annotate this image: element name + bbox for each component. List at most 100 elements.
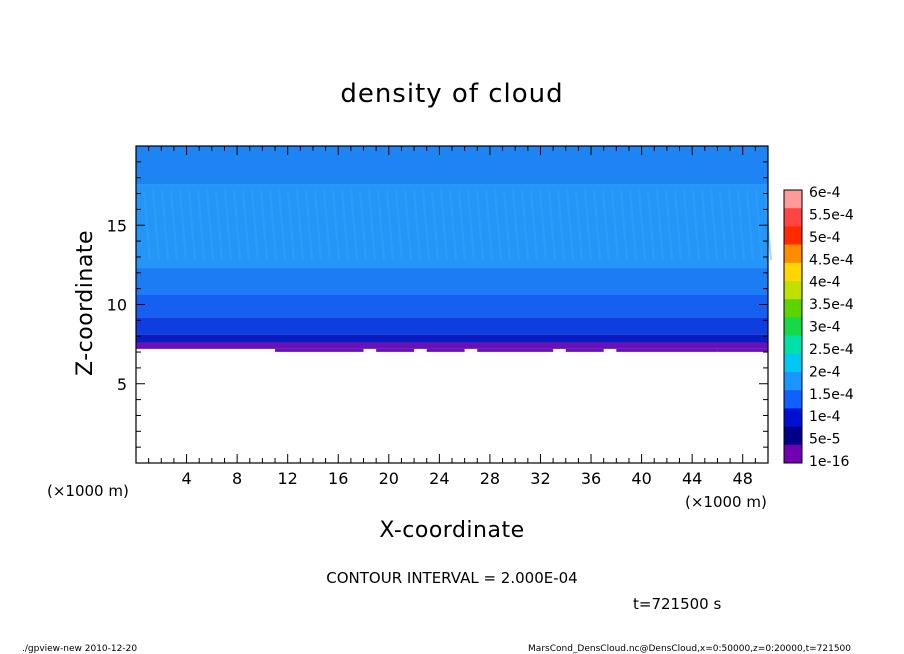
x-tick-label: 16 (328, 469, 348, 488)
colorbar-label: 3e-4 (809, 320, 841, 336)
contour-texture (620, 190, 628, 261)
contour-texture (737, 190, 745, 261)
contour-texture (224, 190, 232, 261)
contour-texture (629, 190, 637, 261)
contour-texture (179, 190, 187, 261)
x-axis-label: X-coordinate (379, 518, 524, 543)
colorbar-swatch (784, 281, 802, 300)
colorbar-swatch (784, 262, 802, 282)
colorbar-swatch (784, 226, 802, 245)
contour-texture (710, 190, 718, 261)
contour-texture (557, 190, 565, 261)
x-axis-unit: (×1000 m) (685, 493, 767, 511)
x-axis-ticks: 4 8 12 16 20 24 28 32 36 40 44 48 (148, 146, 756, 488)
contour-texture (197, 190, 205, 261)
contour-texture (656, 190, 664, 261)
contour-texture (683, 190, 691, 261)
contour-texture (539, 190, 547, 261)
colorbar-label: 2.5e-4 (809, 342, 854, 358)
contour-texture (476, 190, 484, 261)
contour-texture (467, 190, 475, 261)
contour-texture (638, 190, 646, 261)
y-tick-label: 15 (107, 216, 127, 235)
contour-texture (215, 190, 223, 261)
contour-texture (404, 190, 412, 261)
x-tick-label: 24 (429, 469, 449, 488)
contour-texture (530, 190, 538, 261)
contour-texture (161, 190, 169, 261)
x-tick-label: 4 (181, 469, 191, 488)
contour-texture (665, 190, 673, 261)
colorbar-swatch (784, 208, 802, 227)
contour-base-bump (616, 348, 718, 352)
x-tick-label: 32 (530, 469, 550, 488)
contour-base-bump (565, 348, 604, 352)
contour-texture (395, 190, 403, 261)
contour-band (136, 146, 768, 185)
colorbar-swatch (784, 299, 802, 318)
colorbar-label: 6e-4 (809, 185, 841, 201)
colorbar-swatch (784, 353, 802, 373)
contour-texture (701, 190, 709, 261)
contour-texture (296, 190, 304, 261)
x-tick-label: 28 (480, 469, 500, 488)
x-tick-label: 40 (631, 469, 651, 488)
contour-texture (341, 190, 349, 261)
colorbar-label: 1e-16 (809, 454, 849, 470)
contour-texture (422, 190, 430, 261)
contour-texture (440, 190, 448, 261)
contour-texture (494, 190, 502, 261)
x-tick-label: 44 (682, 469, 702, 488)
contour-texture (260, 190, 268, 261)
contour-base-bump (376, 348, 415, 352)
colorbar-swatch (784, 190, 802, 209)
contour-texture (188, 190, 196, 261)
x-tick-label: 8 (232, 469, 242, 488)
contour-base-bump (717, 348, 768, 352)
contour-texture (611, 190, 619, 261)
chart-title: density of cloud (340, 79, 563, 109)
colorbar-label: 3.5e-4 (809, 297, 854, 313)
contour-band (136, 294, 768, 318)
y-axis-label: Z-coordinate (73, 230, 98, 376)
x-tick-label: 48 (733, 469, 753, 488)
footer-source: MarsCond_DensCloud.nc@DensCloud,x=0:5000… (528, 644, 851, 654)
contour-band (136, 342, 768, 349)
contour-texture (278, 190, 286, 261)
contour-texture (233, 190, 241, 261)
contour-texture (359, 190, 367, 261)
contour-texture (368, 190, 376, 261)
contour-texture (449, 190, 457, 261)
contour-texture (269, 190, 277, 261)
contour-texture (575, 190, 583, 261)
contour-fill (136, 146, 772, 352)
colorbar-label: 5e-5 (809, 432, 840, 448)
contour-texture (602, 190, 610, 261)
contour-texture (521, 190, 529, 261)
contour-band (136, 184, 768, 269)
contour-band (136, 334, 768, 343)
colorbar-swatch (784, 390, 802, 409)
contour-base-bump (275, 348, 364, 352)
contour-texture (728, 190, 736, 261)
colorbar: 6e-4 5.5e-4 5e-4 4.5e-4 4e-4 3.5e-4 3e-4 2.5e-4… (783, 185, 854, 470)
contour-texture (242, 190, 250, 261)
colorbar-swatch (784, 372, 802, 391)
contour-texture (719, 190, 727, 261)
colorbar-swatch (784, 444, 802, 464)
x-tick-label: 36 (581, 469, 601, 488)
contour-texture (566, 190, 574, 261)
footer-program: ./gpview-new 2010-12-20 (22, 644, 137, 654)
contour-band (136, 317, 768, 335)
contour-texture (746, 190, 754, 261)
y-tick-label: 10 (107, 296, 127, 315)
contour-band (136, 268, 768, 295)
contour-texture (143, 190, 151, 261)
colorbar-swatch (784, 426, 802, 446)
contour-interval-text: CONTOUR INTERVAL = 2.000E-04 (326, 569, 577, 587)
y-tick-label: 5 (117, 375, 127, 394)
contour-texture (323, 190, 331, 261)
colorbar-label: 4e-4 (809, 275, 841, 291)
contour-texture (503, 190, 511, 261)
contour-texture (314, 190, 322, 261)
